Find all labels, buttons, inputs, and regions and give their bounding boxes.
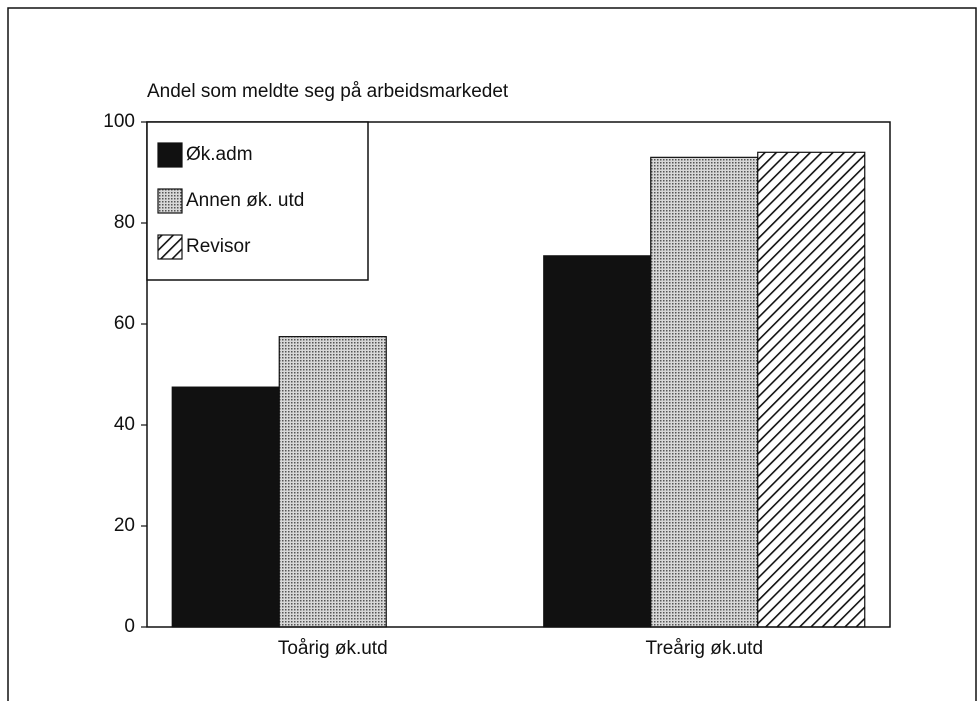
bar <box>278 336 387 628</box>
legend-label: Annen øk. utd <box>186 190 304 211</box>
x-tick-label: Treårig øk.utd <box>645 638 763 659</box>
bar <box>171 386 280 628</box>
legend-swatch <box>157 188 183 214</box>
legend-swatch <box>157 142 183 168</box>
legend-box <box>146 121 369 281</box>
legend-swatch <box>157 234 183 260</box>
bar <box>650 156 759 628</box>
y-tick-label: 80 <box>114 212 135 233</box>
legend-label: Øk.adm <box>186 144 253 165</box>
y-tick-label: 60 <box>114 313 135 334</box>
bar <box>757 151 866 628</box>
y-tick-label: 100 <box>103 111 135 132</box>
legend-label: Revisor <box>186 236 251 257</box>
frame <box>7 7 977 701</box>
y-tick-label: 0 <box>124 616 135 637</box>
bar <box>543 255 652 628</box>
plot-frame <box>146 121 891 628</box>
x-tick-label: Toårig øk.utd <box>278 638 388 659</box>
chart-title: Andel som meldte seg på arbeidsmarkedet <box>147 81 509 102</box>
y-tick-label: 40 <box>114 414 135 435</box>
y-tick-label: 20 <box>114 515 135 536</box>
